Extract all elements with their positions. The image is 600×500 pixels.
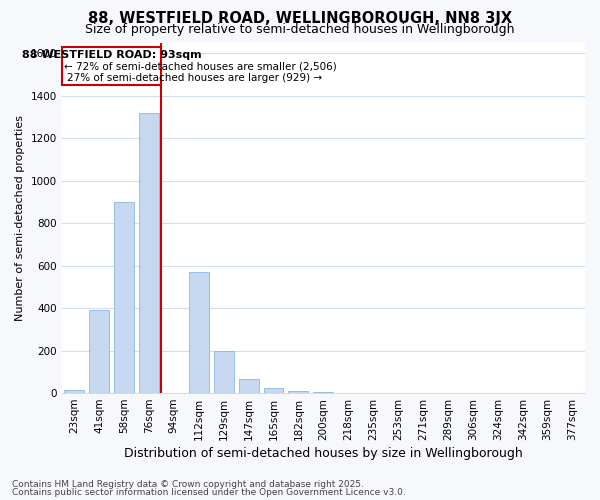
Bar — [189, 272, 209, 393]
Text: Contains HM Land Registry data © Crown copyright and database right 2025.: Contains HM Land Registry data © Crown c… — [12, 480, 364, 489]
Bar — [239, 380, 259, 393]
Bar — [64, 390, 84, 393]
Text: Size of property relative to semi-detached houses in Wellingborough: Size of property relative to semi-detach… — [85, 22, 515, 36]
Y-axis label: Number of semi-detached properties: Number of semi-detached properties — [15, 115, 25, 321]
Text: 88, WESTFIELD ROAD, WELLINGBOROUGH, NN8 3JX: 88, WESTFIELD ROAD, WELLINGBOROUGH, NN8 … — [88, 11, 512, 26]
Bar — [263, 388, 283, 393]
X-axis label: Distribution of semi-detached houses by size in Wellingborough: Distribution of semi-detached houses by … — [124, 447, 523, 460]
Bar — [289, 391, 308, 393]
Bar — [214, 350, 233, 393]
Bar — [313, 392, 334, 393]
FancyBboxPatch shape — [62, 46, 161, 85]
Text: ← 72% of semi-detached houses are smaller (2,506): ← 72% of semi-detached houses are smalle… — [64, 62, 337, 72]
Bar — [89, 310, 109, 393]
Text: Contains public sector information licensed under the Open Government Licence v3: Contains public sector information licen… — [12, 488, 406, 497]
Bar — [114, 202, 134, 393]
Text: 27% of semi-detached houses are larger (929) →: 27% of semi-detached houses are larger (… — [67, 73, 322, 83]
Bar — [139, 112, 159, 393]
Text: 88 WESTFIELD ROAD: 93sqm: 88 WESTFIELD ROAD: 93sqm — [22, 50, 202, 60]
